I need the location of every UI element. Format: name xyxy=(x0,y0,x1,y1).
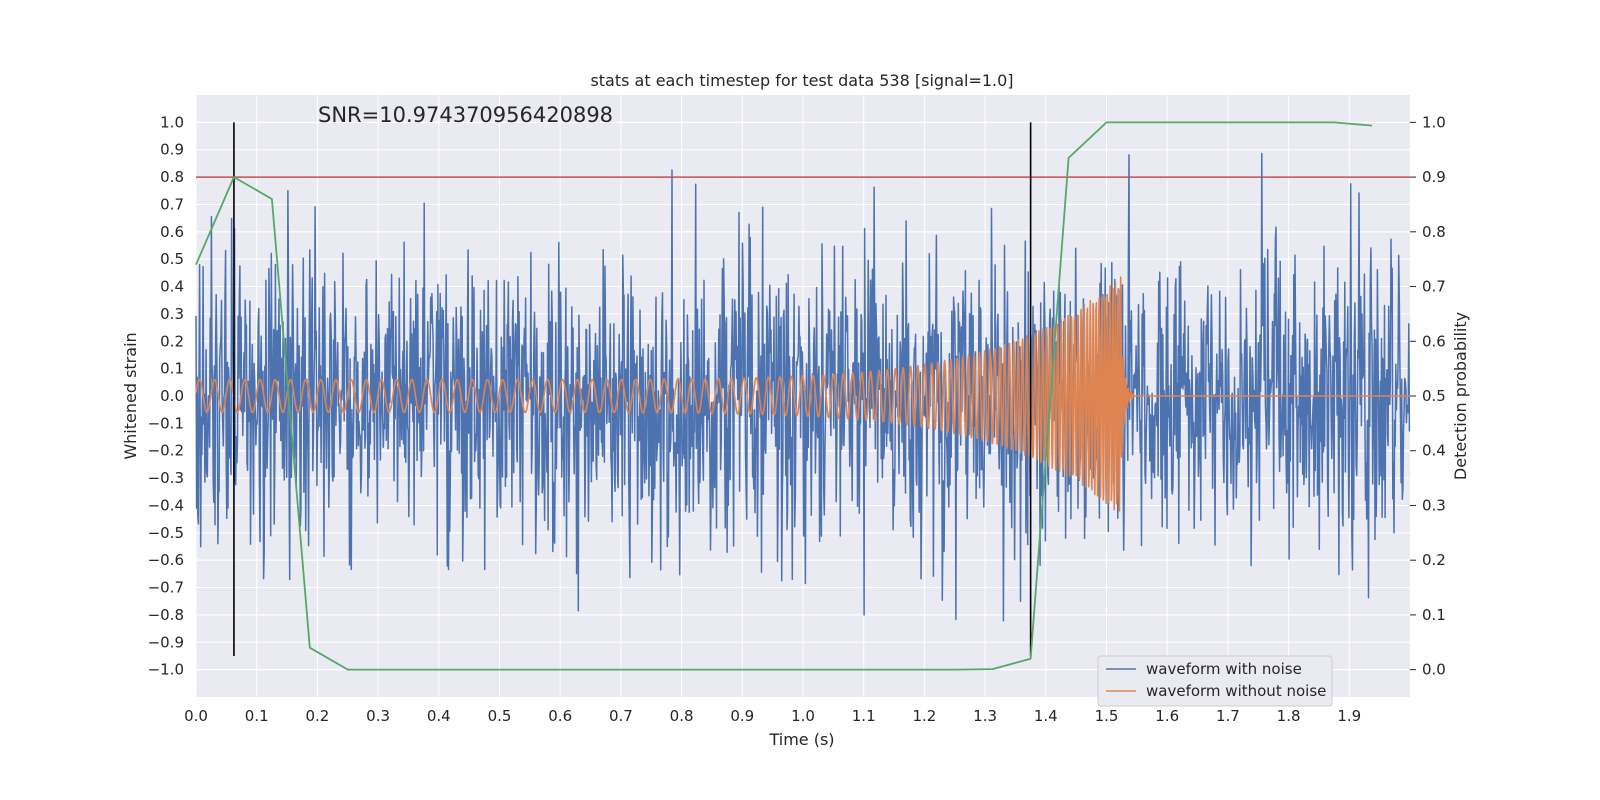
x-tick-label: 0.8 xyxy=(670,707,694,725)
x-tick-label: 1.7 xyxy=(1216,707,1240,725)
y-tick-label: −0.7 xyxy=(148,579,184,597)
y-axis-ticks: 1.0 0.9 0.8 0.7 0.6 0.5 0.4 0.3 0.2 0.1 0.0 −0.1 −0.… xyxy=(148,113,184,678)
x-tick-label: 0.5 xyxy=(488,707,512,725)
x-tick-label: 0.6 xyxy=(548,707,572,725)
y-tick-label: 1.0 xyxy=(160,113,184,131)
y-tick-label: 0.6 xyxy=(160,223,184,241)
y-right-axis-label: Detection probability xyxy=(1451,312,1470,480)
y-tick-label: 0.4 xyxy=(160,278,184,296)
x-tick-label: 0.4 xyxy=(427,707,451,725)
y-tick-label: 0.2 xyxy=(160,332,184,350)
y-tick-label: −0.1 xyxy=(148,414,184,432)
x-axis-ticks: 0.0 0.1 0.2 0.3 0.4 0.5 0.6 0.7 0.8 0.9 1.0 1.1 1.2 1… xyxy=(184,707,1361,725)
y-tick-label: 0.7 xyxy=(160,195,184,213)
x-tick-label: 0.1 xyxy=(245,707,269,725)
x-tick-label: 1.8 xyxy=(1277,707,1301,725)
y-tick-label: 0.5 xyxy=(160,250,184,268)
x-tick-label: 1.5 xyxy=(1095,707,1119,725)
y-right-tick-label: 0.2 xyxy=(1422,551,1446,569)
clean-waveform-layer xyxy=(195,276,1411,512)
y-right-tick-label: 0.9 xyxy=(1422,168,1446,186)
y-right-tick-label: 1.0 xyxy=(1422,113,1446,131)
y-tick-label: −0.4 xyxy=(148,496,184,514)
legend-box xyxy=(1097,655,1333,707)
x-tick-label: 0.3 xyxy=(366,707,390,725)
detection-probability-line xyxy=(195,121,1373,671)
snr-annotation: SNR=10.974370956420898 xyxy=(318,103,613,127)
x-tick-label: 0.9 xyxy=(730,707,754,725)
noisy-waveform-line xyxy=(195,152,1411,622)
vertical-lines-layer xyxy=(233,122,1032,656)
x-tick-label: 0.7 xyxy=(609,707,633,725)
x-tick-label: 1.9 xyxy=(1337,707,1361,725)
y-right-tick-label: 0.4 xyxy=(1422,442,1446,460)
y-tick-label: 0.1 xyxy=(160,360,184,378)
y-tick-label: 0.3 xyxy=(160,305,184,323)
y-tick-label: −1.0 xyxy=(148,661,184,679)
noisy-waveform-layer xyxy=(195,152,1411,622)
x-tick-label: 1.6 xyxy=(1155,707,1179,725)
y-tick-label: 0.9 xyxy=(160,141,184,159)
y-right-tick-label: 0.6 xyxy=(1422,332,1446,350)
x-axis-label: Time (s) xyxy=(768,730,834,749)
y-right-tick-label: 0.7 xyxy=(1422,278,1446,296)
y-right-tick-label: 0.1 xyxy=(1422,606,1446,624)
x-tick-label: 0.0 xyxy=(184,707,208,725)
y-tick-label: −0.6 xyxy=(148,551,184,569)
y-right-tick-label: 0.0 xyxy=(1422,661,1446,679)
y-tick-label: −0.2 xyxy=(148,442,184,460)
y-axis-label: Whitened strain xyxy=(121,332,140,459)
x-tick-label: 1.4 xyxy=(1034,707,1058,725)
chart-title: stats at each timestep for test data 538… xyxy=(590,71,1013,90)
y-right-axis-ticks: 1.0 0.9 0.8 0.7 0.6 0.5 0.4 0.3 0.2 0.1 0.0 xyxy=(1410,113,1446,679)
y-tick-label: −0.8 xyxy=(148,606,184,624)
x-tick-label: 1.0 xyxy=(791,707,815,725)
y-tick-label: −0.3 xyxy=(148,469,184,487)
x-tick-label: 1.2 xyxy=(912,707,936,725)
y-right-tick-label: 0.5 xyxy=(1422,387,1446,405)
detection-probability-layer xyxy=(195,121,1373,671)
x-tick-label: 1.3 xyxy=(973,707,997,725)
x-tick-label: 1.1 xyxy=(852,707,876,725)
y-tick-label: 0.8 xyxy=(160,168,184,186)
legend: waveform with noise waveform without noi… xyxy=(1097,655,1333,707)
y-tick-label: −0.9 xyxy=(148,633,184,651)
y-tick-label: 0.0 xyxy=(160,387,184,405)
legend-label-clean: waveform without noise xyxy=(1146,682,1326,700)
legend-label-noise: waveform with noise xyxy=(1146,660,1302,678)
y-tick-label: −0.5 xyxy=(148,524,184,542)
x-tick-label: 0.2 xyxy=(305,707,329,725)
y-right-tick-label: 0.3 xyxy=(1422,496,1446,514)
clean-waveform-line xyxy=(195,276,1411,512)
y-right-tick-label: 0.8 xyxy=(1422,223,1446,241)
